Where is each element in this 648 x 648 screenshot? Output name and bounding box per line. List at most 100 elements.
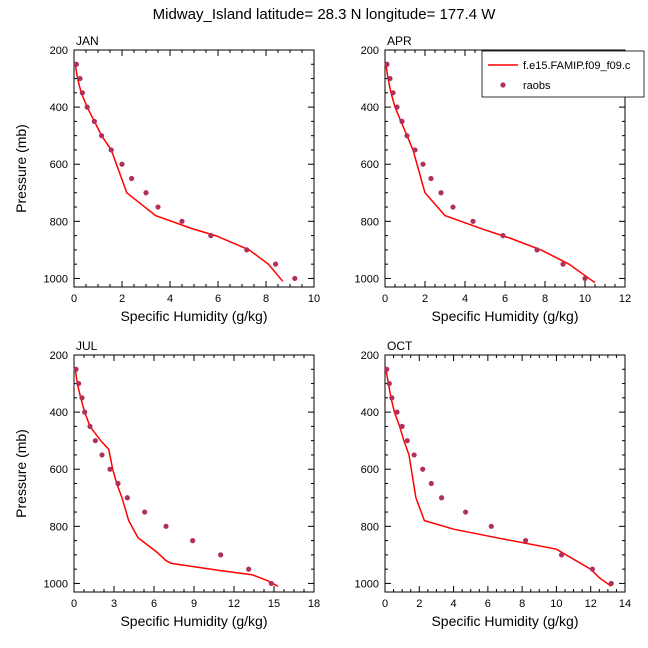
- x-tick-label: 0: [71, 293, 77, 305]
- y-tick-label: 200: [361, 45, 379, 57]
- obs-point: [99, 133, 105, 139]
- obs-point: [119, 161, 125, 167]
- obs-point: [608, 580, 614, 587]
- y-axis-label: Pressure (mb): [13, 429, 29, 518]
- obs-point: [99, 452, 105, 458]
- obs-point: [73, 61, 79, 67]
- x-tick-label: 6: [215, 293, 221, 305]
- x-tick-label: 0: [71, 598, 77, 610]
- x-tick-label: 6: [502, 293, 508, 305]
- panel-label: JAN: [76, 34, 99, 48]
- x-tick-label: 8: [519, 598, 525, 610]
- y-tick-label: 1000: [355, 273, 379, 285]
- figure-title: Midway_Island latitude= 28.3 N longitude…: [152, 6, 496, 23]
- x-tick-label: 12: [585, 598, 597, 610]
- obs-point: [420, 466, 426, 472]
- obs-point: [589, 566, 596, 572]
- obs-point: [179, 218, 185, 224]
- y-tick-label: 600: [361, 464, 379, 476]
- panel-frame: [73, 354, 315, 593]
- obs-point: [129, 175, 135, 182]
- x-tick-label: 14: [619, 598, 631, 610]
- x-tick-label: 0: [382, 293, 388, 305]
- panel-label: APR: [387, 34, 412, 48]
- obs-point: [462, 509, 469, 515]
- obs-point: [77, 75, 83, 82]
- obs-point: [582, 275, 588, 282]
- obs-point: [438, 495, 445, 501]
- obs-point: [246, 566, 252, 572]
- obs-point: [292, 275, 298, 282]
- x-axis-label: Specific Humidity (g/kg): [431, 613, 578, 629]
- obs-point: [108, 147, 114, 153]
- y-tick-label: 1000: [44, 578, 68, 590]
- y-tick-label: 1000: [44, 273, 68, 285]
- obs-point: [394, 104, 400, 110]
- obs-point: [107, 466, 113, 472]
- obs-point: [438, 190, 444, 196]
- x-tick-label: 4: [451, 598, 457, 610]
- y-tick-label: 400: [361, 407, 379, 419]
- x-tick-label: 8: [263, 293, 269, 305]
- x-tick-label: 8: [542, 293, 548, 305]
- y-tick-label: 800: [50, 216, 68, 228]
- x-tick-label: 2: [416, 598, 422, 610]
- panel-frame: [384, 354, 626, 593]
- obs-point: [218, 552, 224, 558]
- y-tick-label: 400: [50, 407, 68, 419]
- x-tick-label: 15: [268, 598, 280, 610]
- obs-point: [560, 261, 566, 267]
- x-tick-label: 12: [228, 598, 240, 610]
- obs-point: [399, 118, 405, 124]
- x-tick-label: 12: [619, 293, 631, 305]
- y-tick-label: 800: [361, 216, 379, 228]
- obs-point: [244, 247, 250, 253]
- obs-point: [470, 218, 476, 224]
- y-tick-label: 600: [361, 159, 379, 171]
- obs-point: [404, 438, 410, 444]
- x-tick-label: 6: [485, 598, 491, 610]
- obs-point: [155, 204, 161, 210]
- obs-point: [390, 90, 396, 96]
- obs-point: [124, 495, 130, 501]
- obs-point: [79, 90, 85, 96]
- x-tick-label: 0: [382, 598, 388, 610]
- obs-point: [73, 366, 79, 372]
- model-line: [385, 369, 612, 587]
- x-axis-label: Specific Humidity (g/kg): [120, 308, 267, 324]
- obs-point: [534, 247, 540, 253]
- obs-point: [384, 366, 390, 372]
- panel-label: OCT: [387, 339, 413, 353]
- x-tick-label: 10: [550, 598, 562, 610]
- y-tick-label: 200: [361, 350, 379, 362]
- obs-point: [87, 423, 93, 429]
- x-tick-label: 10: [579, 293, 591, 305]
- model-line: [74, 369, 279, 587]
- panel-frame: [73, 49, 315, 288]
- obs-point: [389, 395, 395, 401]
- x-axis-label: Specific Humidity (g/kg): [120, 613, 267, 629]
- y-tick-label: 400: [50, 102, 68, 114]
- obs-point: [387, 75, 393, 82]
- y-tick-label: 800: [361, 521, 379, 533]
- x-tick-label: 2: [422, 293, 428, 305]
- y-tick-label: 200: [50, 350, 68, 362]
- obs-point: [412, 147, 418, 153]
- obs-point: [91, 118, 97, 124]
- x-tick-label: 18: [308, 598, 320, 610]
- obs-point: [92, 438, 98, 444]
- obs-point: [394, 409, 400, 415]
- obs-point: [208, 233, 214, 239]
- y-tick-label: 600: [50, 464, 68, 476]
- obs-point: [522, 538, 529, 544]
- obs-point: [84, 104, 90, 110]
- legend-obs-swatch: [500, 82, 506, 88]
- obs-point: [399, 423, 405, 429]
- y-axis-label: Pressure (mb): [13, 124, 29, 213]
- x-tick-label: 9: [191, 598, 197, 610]
- x-tick-label: 2: [119, 293, 125, 305]
- obs-point: [142, 509, 148, 515]
- obs-point: [386, 380, 392, 387]
- obs-point: [450, 204, 456, 210]
- x-tick-label: 3: [111, 598, 117, 610]
